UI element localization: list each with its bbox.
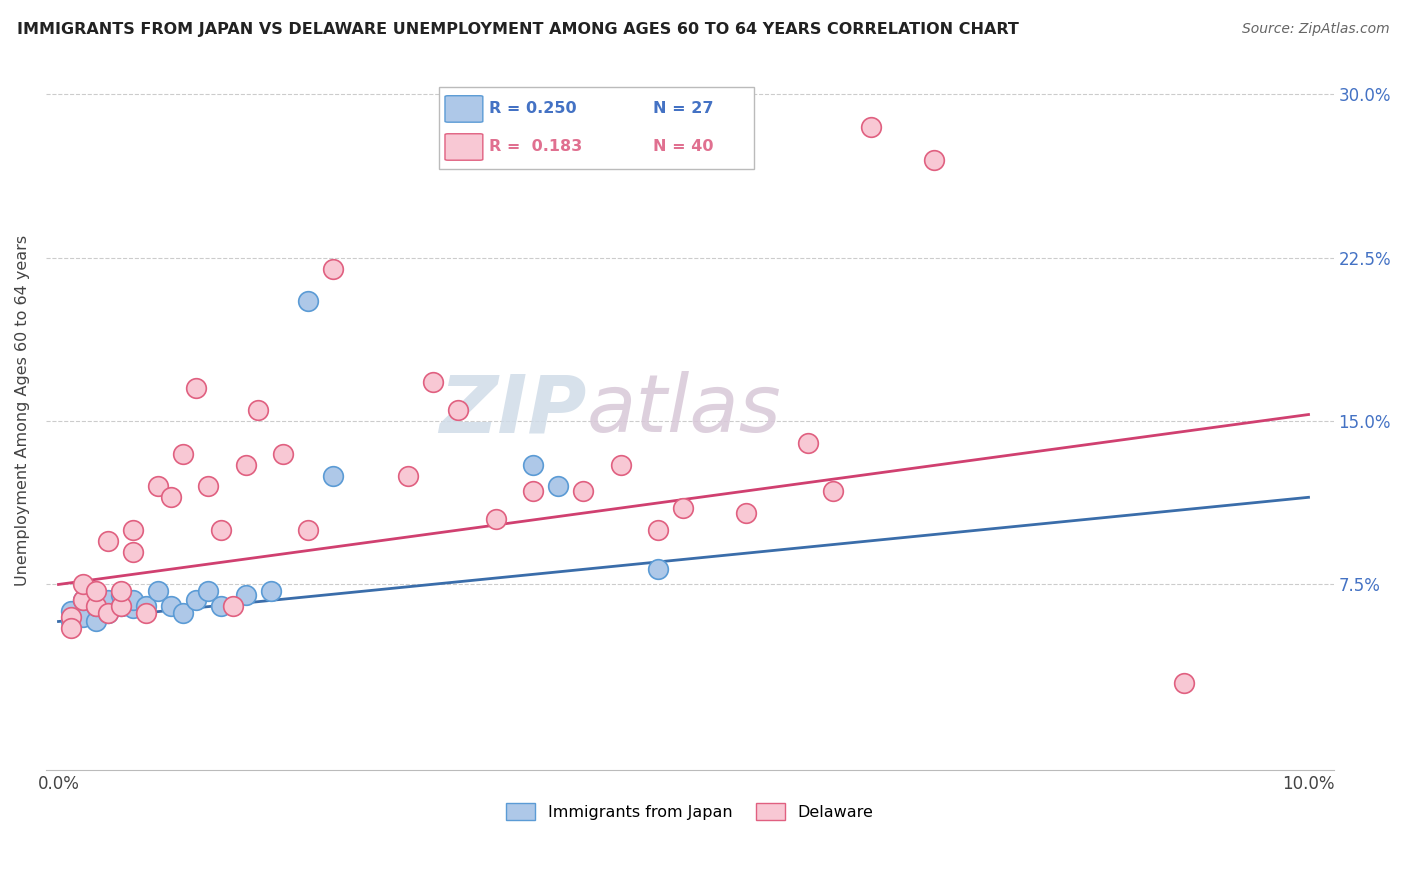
Point <box>59 604 82 618</box>
Y-axis label: Unemployment Among Ages 60 to 64 years: Unemployment Among Ages 60 to 64 years <box>15 235 30 586</box>
Point <box>122 523 145 537</box>
Point <box>547 479 569 493</box>
Point <box>122 592 145 607</box>
Point <box>160 491 183 505</box>
Point <box>84 584 107 599</box>
Point <box>485 512 508 526</box>
Text: ZIP: ZIP <box>439 371 586 450</box>
Point <box>97 606 120 620</box>
Point <box>72 610 94 624</box>
Point <box>222 599 245 614</box>
Point <box>1173 675 1195 690</box>
Point <box>197 584 219 599</box>
Point <box>160 599 183 614</box>
Point <box>273 447 295 461</box>
Point <box>447 403 470 417</box>
Point <box>235 588 257 602</box>
Point <box>797 435 820 450</box>
Point <box>197 479 219 493</box>
Point <box>247 403 270 417</box>
Point <box>84 615 107 629</box>
Text: Source: ZipAtlas.com: Source: ZipAtlas.com <box>1241 22 1389 37</box>
Point <box>84 599 107 614</box>
Point <box>59 621 82 635</box>
Point <box>859 120 882 134</box>
Point <box>110 588 132 602</box>
Point <box>322 468 344 483</box>
Point <box>148 584 170 599</box>
Point <box>135 606 157 620</box>
Point <box>122 545 145 559</box>
Point <box>322 261 344 276</box>
Text: IMMIGRANTS FROM JAPAN VS DELAWARE UNEMPLOYMENT AMONG AGES 60 TO 64 YEARS CORRELA: IMMIGRANTS FROM JAPAN VS DELAWARE UNEMPL… <box>17 22 1019 37</box>
Point <box>672 501 695 516</box>
Point <box>59 615 82 629</box>
Point <box>260 584 283 599</box>
Point <box>572 483 595 498</box>
Point <box>59 610 82 624</box>
Point <box>110 599 132 614</box>
Point <box>122 601 145 615</box>
Point <box>823 483 845 498</box>
Point <box>610 458 633 472</box>
Point <box>72 592 94 607</box>
Point <box>209 523 232 537</box>
Point <box>184 592 207 607</box>
Point <box>398 468 420 483</box>
Point <box>110 584 132 599</box>
Point <box>97 533 120 548</box>
Point <box>84 599 107 614</box>
Point <box>110 599 132 614</box>
Point <box>209 599 232 614</box>
Point <box>235 458 257 472</box>
Point <box>297 294 319 309</box>
Point <box>84 588 107 602</box>
Point <box>297 523 319 537</box>
Point <box>172 447 194 461</box>
Point <box>135 599 157 614</box>
Point <box>184 381 207 395</box>
Point <box>647 562 669 576</box>
Point <box>422 375 444 389</box>
Point <box>97 592 120 607</box>
Point <box>922 153 945 167</box>
Point <box>522 458 544 472</box>
Point <box>148 479 170 493</box>
Legend: Immigrants from Japan, Delaware: Immigrants from Japan, Delaware <box>499 797 880 826</box>
Point <box>522 483 544 498</box>
Point <box>72 577 94 591</box>
Point <box>72 592 94 607</box>
Point <box>97 606 120 620</box>
Point <box>647 523 669 537</box>
Text: atlas: atlas <box>586 371 782 450</box>
Point <box>735 506 758 520</box>
Point <box>172 606 194 620</box>
